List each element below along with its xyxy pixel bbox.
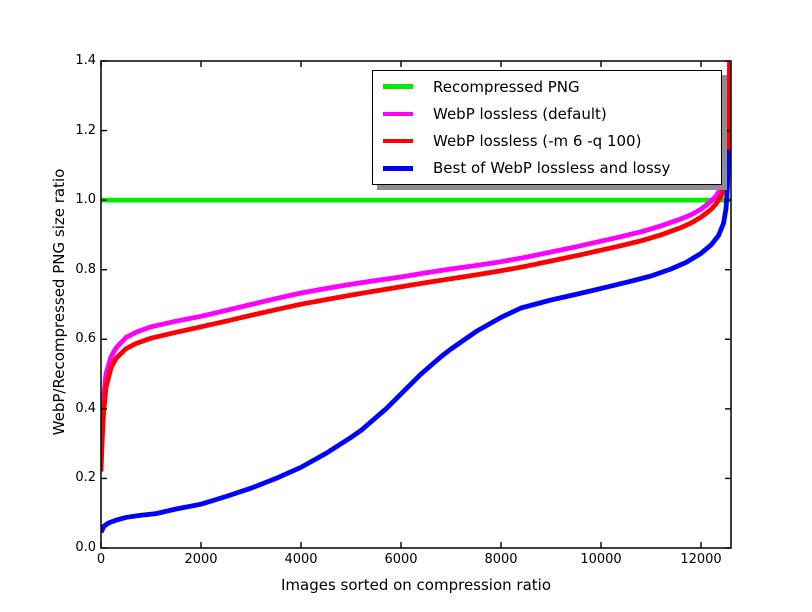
y-tick-label: 0.2 [75,470,96,486]
legend-item-recompressed-png: Recompressed PNG [373,78,721,96]
legend-swatch-recompressed-png [383,84,413,89]
series-line-webp-lossless-m6-q100 [101,61,731,472]
y-tick-label: 1.0 [75,192,96,208]
y-tick-label: 1.2 [75,122,96,138]
x-tick-label: 12000 [680,552,722,567]
plot-spines [100,60,732,549]
legend-swatch-webp-lossless-default [383,111,413,117]
legend-item-webp-lossless-default: WebP lossless (default) [373,105,721,123]
y-axis-label: WebP/Recompressed PNG size ratio [50,168,68,436]
legend-label-webp-lossless-default: WebP lossless (default) [433,104,607,123]
y-tick-label: 0.6 [75,331,96,347]
y-tick-label: 1.4 [75,53,96,68]
legend-item-webp-lossless-m6-q100: WebP lossless (-m 6 -q 100) [373,132,721,150]
legend: Recompressed PNG WebP lossless (default)… [372,70,722,185]
y-tick-label: 0.4 [75,400,96,416]
x-tick-label: 0 [96,552,106,567]
x-tick-label: 8000 [484,552,518,567]
legend-label-recompressed-png: Recompressed PNG [433,77,580,96]
legend-swatch-best-of-webp [383,166,413,171]
series-line-best-of-webp-lossless-and-lossy [101,149,731,534]
x-tick-label: 6000 [384,552,418,567]
legend-label-webp-lossless-m6-q100: WebP lossless (-m 6 -q 100) [433,132,642,151]
legend-label-best-of-webp: Best of WebP lossless and lossy [433,159,671,178]
legend-item-best-of-webp: Best of WebP lossless and lossy [373,159,721,177]
legend-swatch-webp-lossless-m6-q100 [383,138,413,144]
y-tick-label: 0.0 [75,540,96,555]
x-tick-label: 4000 [284,552,318,567]
x-axis-label: Images sorted on compression ratio [280,576,552,594]
x-tick-label: 2000 [184,552,218,567]
series-line-webp-lossless-default [101,61,731,451]
x-tick-label: 10000 [580,552,622,567]
y-tick-label: 0.8 [75,261,96,277]
